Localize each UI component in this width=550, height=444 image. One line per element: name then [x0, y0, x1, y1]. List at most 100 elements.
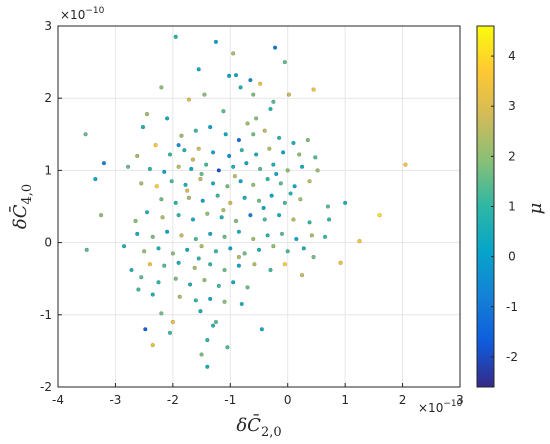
- data-point: [403, 162, 408, 167]
- data-point: [238, 179, 243, 184]
- data-point: [258, 166, 263, 172]
- data-points: [83, 34, 408, 369]
- data-point: [162, 169, 167, 174]
- data-point: [176, 164, 181, 169]
- data-point: [322, 234, 328, 239]
- data-point: [268, 267, 273, 273]
- data-point: [232, 174, 237, 179]
- data-point: [150, 292, 155, 297]
- data-point: [309, 233, 314, 238]
- data-point: [199, 352, 204, 357]
- data-point: [156, 280, 161, 285]
- data-point: [160, 215, 165, 220]
- data-point: [265, 176, 270, 182]
- colorbar-tick-label: 0: [508, 250, 516, 264]
- data-point: [196, 67, 201, 72]
- data-point: [254, 116, 259, 121]
- data-point: [177, 294, 182, 299]
- data-point: [135, 231, 140, 237]
- data-point: [251, 182, 256, 187]
- data-point: [228, 246, 233, 251]
- colorbar-ticks: -2 -1 0 1 2 3 4: [491, 49, 518, 364]
- x-tick-label: -4: [52, 393, 64, 407]
- data-point: [208, 125, 213, 130]
- data-point: [159, 311, 164, 316]
- data-point: [221, 208, 226, 213]
- data-point: [208, 231, 213, 237]
- data-point: [269, 193, 274, 198]
- data-point: [286, 92, 291, 97]
- data-point: [208, 262, 213, 267]
- x-axis-label: δC̄2,0: [236, 413, 281, 440]
- data-point: [173, 276, 178, 281]
- x-tick-label: 2: [399, 393, 407, 407]
- data-point: [150, 343, 155, 348]
- data-point: [228, 200, 233, 205]
- colorbar-tick-label: -1: [506, 300, 518, 314]
- data-point: [189, 166, 194, 172]
- data-point: [202, 278, 207, 283]
- data-point: [238, 85, 243, 90]
- data-point: [139, 275, 144, 280]
- data-point: [256, 247, 262, 252]
- data-point: [193, 128, 198, 133]
- data-point: [144, 112, 150, 117]
- data-point: [183, 182, 188, 187]
- x-tick-label: 1: [341, 393, 349, 407]
- data-point: [198, 176, 203, 182]
- x-axis-exponent: ×10−10: [418, 399, 463, 415]
- data-point: [307, 220, 312, 225]
- data-point: [213, 249, 219, 254]
- data-point: [170, 251, 175, 256]
- data-point: [186, 97, 192, 102]
- data-point: [285, 249, 290, 254]
- data-point: [281, 150, 286, 155]
- data-point: [202, 92, 207, 97]
- data-point: [204, 162, 209, 167]
- data-point: [248, 213, 253, 218]
- data-point: [139, 181, 144, 186]
- data-point: [311, 254, 316, 260]
- data-point: [265, 233, 270, 238]
- data-point: [98, 213, 104, 218]
- data-point: [173, 34, 178, 39]
- data-point: [169, 179, 174, 184]
- data-point: [271, 162, 276, 167]
- data-point: [133, 218, 138, 224]
- data-point: [186, 195, 192, 200]
- data-point: [288, 191, 293, 196]
- data-point: [239, 148, 244, 153]
- data-point: [208, 296, 213, 301]
- data-point: [244, 161, 249, 166]
- data-point: [150, 234, 155, 239]
- data-point: [205, 337, 210, 343]
- data-point: [165, 229, 170, 234]
- colorbar-tick-label: 2: [508, 149, 516, 163]
- data-point: [242, 195, 247, 200]
- y-axis-label: δC̄4,0: [8, 184, 35, 229]
- y-tick-label: -1: [40, 308, 52, 322]
- data-point: [144, 210, 150, 215]
- x-tick-label: 3: [456, 393, 464, 407]
- data-point: [227, 153, 232, 159]
- y-axis-exponent: ×10−10: [60, 6, 105, 22]
- data-point: [277, 135, 282, 140]
- data-point: [305, 138, 310, 143]
- colorbar-label: μ: [525, 203, 546, 215]
- data-point: [307, 179, 312, 184]
- colorbar-tick-label: 1: [508, 200, 516, 214]
- data-point: [219, 215, 224, 220]
- y-tick-label: 3: [44, 19, 52, 33]
- data-point: [210, 181, 216, 186]
- data-point: [205, 364, 210, 369]
- data-point: [291, 140, 296, 146]
- data-point: [274, 171, 279, 177]
- data-point: [167, 330, 173, 335]
- axis-ticks: -4 -3 -2 -1 0 1 2 3 -2 -1 0 1 2 3: [40, 19, 464, 407]
- data-point: [200, 198, 205, 203]
- data-point: [215, 193, 220, 198]
- data-point: [297, 152, 302, 157]
- colorbar-tick-label: 4: [508, 49, 516, 63]
- data-point: [185, 188, 190, 193]
